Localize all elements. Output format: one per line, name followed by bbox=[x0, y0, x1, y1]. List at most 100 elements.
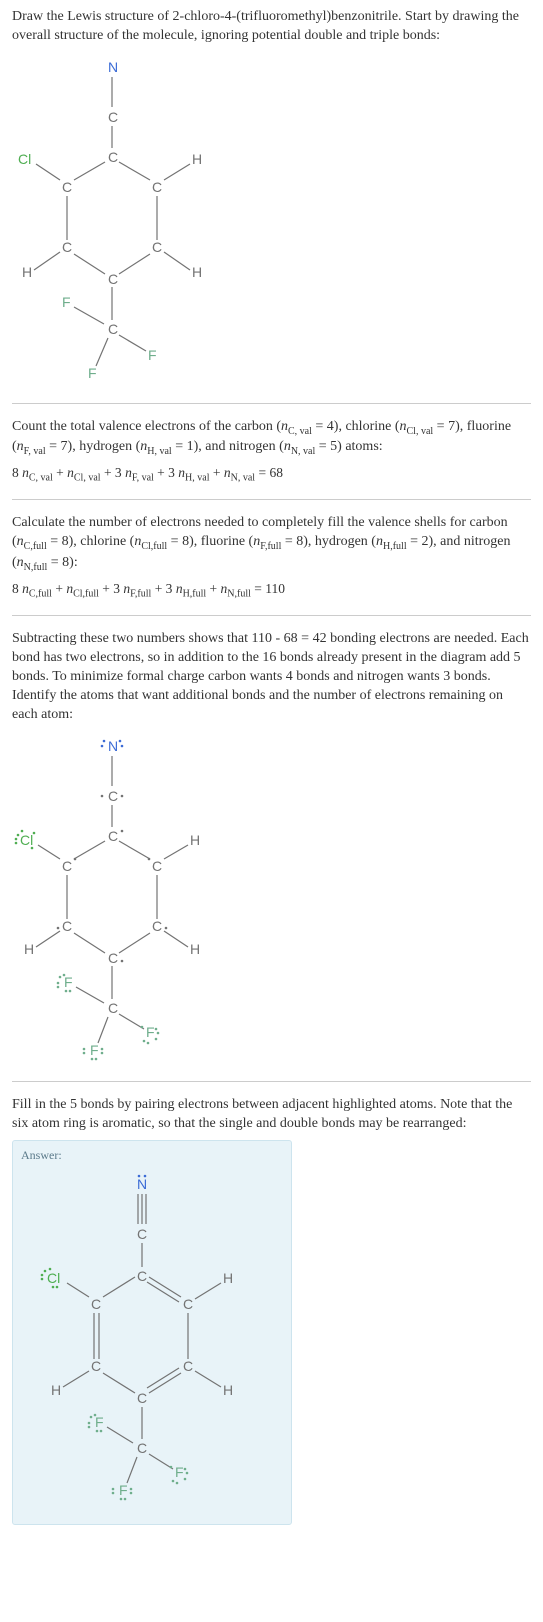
full-shell-paragraph: Calculate the number of electrons needed… bbox=[12, 514, 531, 573]
atom-Cl: Cl bbox=[18, 151, 31, 167]
var: n bbox=[224, 465, 231, 480]
bond bbox=[164, 164, 190, 180]
sub: C,full bbox=[29, 589, 52, 600]
atom-H: H bbox=[192, 151, 202, 167]
atom-C1: C bbox=[108, 149, 118, 165]
text: + 3 bbox=[154, 465, 179, 480]
var: n bbox=[376, 534, 383, 549]
bond bbox=[164, 252, 190, 270]
structure-1-container: N C C C H C H C C H C Cl C F F F bbox=[12, 52, 531, 389]
atom-C-cf3: C bbox=[108, 321, 118, 337]
text: + 3 bbox=[151, 581, 176, 596]
atom-C3: C bbox=[152, 239, 162, 255]
atom-C: C bbox=[183, 1296, 193, 1312]
atom-H: H bbox=[223, 1382, 233, 1398]
atom-H: H bbox=[190, 941, 200, 957]
full-shell-formula: 8 nC,full + nCl,full + 3 nF,full + 3 nH,… bbox=[12, 580, 531, 601]
text: 8 bbox=[12, 581, 22, 596]
valence-formula: 8 nC, val + nCl, val + 3 nF, val + 3 nH,… bbox=[12, 464, 531, 485]
text: = 1), and nitrogen ( bbox=[172, 439, 284, 454]
text: + 3 bbox=[99, 581, 124, 596]
sub: F,full bbox=[260, 541, 281, 552]
lewis-skeleton: N C C C H C H C C H C Cl C F F F bbox=[12, 52, 212, 382]
atom-F: F bbox=[119, 1482, 128, 1498]
atom-F: F bbox=[146, 1024, 155, 1040]
atom-N: N bbox=[108, 59, 118, 75]
atom-C: C bbox=[108, 950, 118, 966]
bond bbox=[34, 252, 60, 270]
sub: F,full bbox=[130, 589, 151, 600]
lewis-final: N C C C H C H C C H C bbox=[21, 1167, 271, 1507]
sub: C,full bbox=[24, 541, 47, 552]
atom-C2: C bbox=[152, 179, 162, 195]
text: = 8), chlorine ( bbox=[47, 534, 135, 549]
atom-H: H bbox=[192, 264, 202, 280]
answer-label: Answer: bbox=[21, 1147, 283, 1163]
atom-H: H bbox=[51, 1382, 61, 1398]
text: + bbox=[53, 465, 67, 480]
sub: H, val bbox=[147, 446, 171, 457]
atom-F: F bbox=[175, 1464, 184, 1480]
atom-N: N bbox=[137, 1176, 147, 1192]
atom-F: F bbox=[64, 974, 73, 990]
atom-F: F bbox=[62, 294, 71, 310]
bond bbox=[36, 164, 60, 180]
atom-N: N bbox=[108, 738, 118, 754]
text: = 4), chlorine ( bbox=[312, 419, 400, 434]
var: n bbox=[125, 465, 132, 480]
atom-C: C bbox=[62, 918, 72, 934]
var: n bbox=[176, 581, 183, 596]
atom-C: C bbox=[152, 918, 162, 934]
sub: Cl, val bbox=[407, 425, 434, 436]
bond bbox=[74, 162, 105, 180]
sub: H,full bbox=[183, 589, 207, 600]
atom-C: C bbox=[137, 1268, 147, 1284]
atom-F: F bbox=[148, 347, 157, 363]
sub: C, val bbox=[29, 473, 53, 484]
sub: Cl, val bbox=[74, 473, 101, 484]
text: = 68 bbox=[255, 465, 283, 480]
valence-count-paragraph: Count the total valence electrons of the… bbox=[12, 418, 531, 459]
atom-H: H bbox=[22, 264, 32, 280]
bond bbox=[119, 254, 150, 274]
atom-C6: C bbox=[62, 179, 72, 195]
lewis-dots: N C C C H C H C C H C Cl C F F F bbox=[12, 731, 212, 1061]
text: 8 bbox=[12, 465, 22, 480]
bond-assignment-paragraph: Subtracting these two numbers shows that… bbox=[12, 630, 531, 724]
atom-F: F bbox=[95, 1414, 104, 1430]
var: n bbox=[284, 439, 291, 454]
text: = 8), fluorine ( bbox=[167, 534, 253, 549]
bond bbox=[96, 338, 108, 366]
atom-C: C bbox=[137, 1390, 147, 1406]
atom-C5: C bbox=[62, 239, 72, 255]
text: Count the total valence electrons of the… bbox=[12, 419, 281, 434]
atom-Cl: Cl bbox=[47, 1270, 60, 1286]
var: n bbox=[22, 581, 29, 596]
atom-F: F bbox=[90, 1042, 99, 1058]
atom-C: C bbox=[137, 1440, 147, 1456]
atom-Cl: Cl bbox=[20, 832, 33, 848]
sub: C, val bbox=[288, 425, 312, 436]
text: + bbox=[206, 581, 220, 596]
text: = 110 bbox=[251, 581, 285, 596]
divider bbox=[12, 1081, 531, 1082]
bond bbox=[74, 254, 105, 274]
sub: F, val bbox=[132, 473, 154, 484]
atom-C: C bbox=[108, 1000, 118, 1016]
atom-C: C bbox=[91, 1358, 101, 1374]
text: + bbox=[52, 581, 66, 596]
sub: N,full bbox=[24, 561, 48, 572]
atom-C: C bbox=[62, 858, 72, 874]
sub: N, val bbox=[291, 446, 315, 457]
atom-C: C bbox=[108, 788, 118, 804]
text: = 5) atoms: bbox=[315, 439, 382, 454]
text: = 8): bbox=[47, 555, 77, 570]
var: n bbox=[281, 419, 288, 434]
sub: Cl,full bbox=[141, 541, 167, 552]
var: n bbox=[400, 419, 407, 434]
bond bbox=[119, 162, 150, 180]
var: n bbox=[17, 439, 24, 454]
text: + bbox=[210, 465, 224, 480]
text: + 3 bbox=[101, 465, 126, 480]
intro-paragraph: Draw the Lewis structure of 2-chloro-4-(… bbox=[12, 8, 531, 46]
